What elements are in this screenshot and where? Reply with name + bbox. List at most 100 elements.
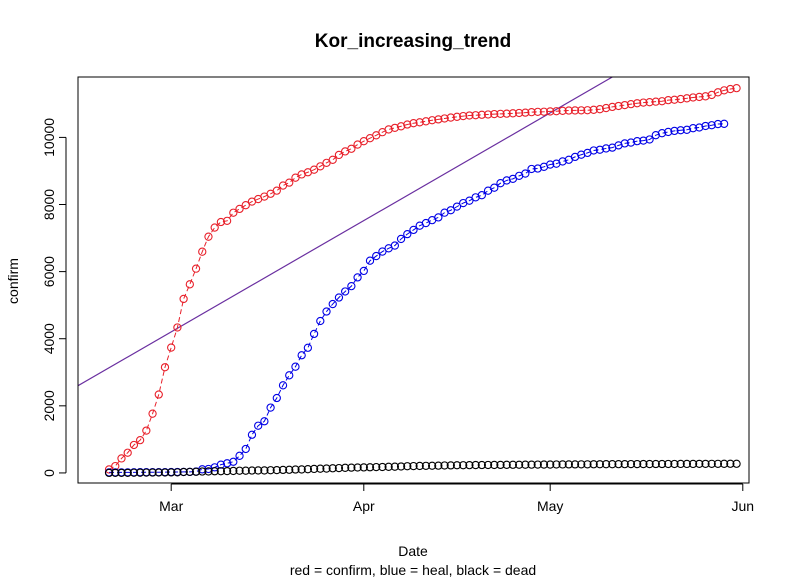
data-point	[241, 444, 250, 454]
data-point	[657, 459, 667, 469]
data-point	[409, 119, 418, 128]
data-point	[210, 467, 219, 476]
data-point	[676, 126, 685, 135]
data-point	[521, 460, 530, 469]
data-point	[347, 463, 356, 472]
data-point	[533, 164, 542, 173]
data-point	[372, 462, 381, 472]
data-point	[670, 95, 679, 104]
data-point	[241, 466, 250, 475]
data-point	[403, 462, 412, 471]
data-point	[316, 162, 325, 171]
data-point	[546, 460, 555, 469]
x-tick-label: Mar	[159, 498, 183, 514]
data-point	[160, 363, 170, 372]
y-tick-label: 4000	[41, 323, 57, 354]
data-point	[720, 86, 729, 95]
data-point	[483, 110, 493, 119]
data-point	[241, 201, 250, 210]
data-point	[664, 127, 673, 137]
data-point	[129, 440, 139, 450]
data-point	[390, 241, 400, 250]
data-point	[446, 461, 455, 470]
data-point	[198, 247, 207, 256]
x-tick-label: May	[537, 498, 563, 514]
data-point	[527, 164, 536, 174]
series-0	[104, 83, 741, 474]
data-point	[285, 371, 294, 380]
data-point	[490, 183, 499, 192]
data-point	[633, 459, 642, 469]
plot-frame	[77, 76, 750, 484]
data-point	[620, 139, 629, 148]
data-point	[403, 120, 412, 129]
data-point	[396, 234, 406, 244]
data-point	[577, 106, 586, 115]
data-point	[589, 146, 598, 155]
data-point	[527, 108, 536, 117]
data-point	[222, 216, 232, 225]
trend-line	[78, 77, 613, 387]
data-point	[142, 426, 151, 435]
data-point	[701, 121, 710, 131]
data-point	[434, 461, 443, 470]
data-point	[365, 463, 375, 472]
data-point	[303, 343, 313, 352]
data-point	[247, 430, 257, 439]
data-point	[254, 466, 263, 475]
data-point	[278, 465, 288, 475]
data-point	[353, 273, 362, 282]
data-point	[720, 119, 729, 128]
data-point	[434, 213, 443, 222]
data-point	[353, 463, 362, 472]
data-point	[514, 108, 524, 118]
data-point	[285, 178, 294, 187]
data-point	[639, 98, 648, 107]
data-point	[477, 110, 486, 119]
data-point	[260, 466, 269, 475]
data-point	[639, 136, 648, 145]
data-point	[552, 107, 561, 116]
data-point	[452, 202, 462, 211]
data-point	[502, 176, 511, 185]
data-point	[235, 204, 244, 214]
data-point	[595, 145, 605, 154]
data-point	[502, 460, 511, 469]
data-point	[123, 448, 132, 457]
data-point	[427, 461, 437, 470]
data-point	[577, 150, 586, 159]
data-point	[558, 106, 567, 115]
data-point	[123, 468, 132, 478]
data-point	[309, 464, 319, 474]
data-point	[396, 122, 406, 131]
chart-title: Kor_increasing_trend	[315, 31, 511, 52]
data-point	[173, 323, 182, 332]
data-point	[688, 124, 698, 133]
data-point	[695, 123, 704, 132]
data-point	[521, 108, 530, 117]
data-point	[334, 463, 344, 473]
data-point	[285, 465, 294, 474]
data-point	[440, 114, 449, 123]
data-point	[309, 329, 319, 339]
data-point	[620, 459, 629, 469]
data-point	[440, 461, 449, 470]
data-point	[620, 100, 629, 110]
x-axis: Mar Apr May Jun	[159, 483, 754, 514]
data-point	[533, 107, 542, 117]
data-point	[676, 94, 685, 104]
data-point	[645, 459, 654, 469]
data-point	[328, 464, 337, 473]
data-point	[682, 94, 692, 103]
data-point	[726, 84, 735, 94]
data-point	[477, 191, 486, 200]
data-point	[359, 463, 368, 472]
data-point	[601, 103, 611, 113]
data-point	[191, 467, 201, 476]
data-point	[539, 460, 549, 469]
data-point	[260, 417, 269, 426]
data-point	[601, 460, 611, 469]
data-point	[328, 155, 337, 164]
data-point	[198, 467, 207, 476]
data-point	[645, 98, 654, 107]
